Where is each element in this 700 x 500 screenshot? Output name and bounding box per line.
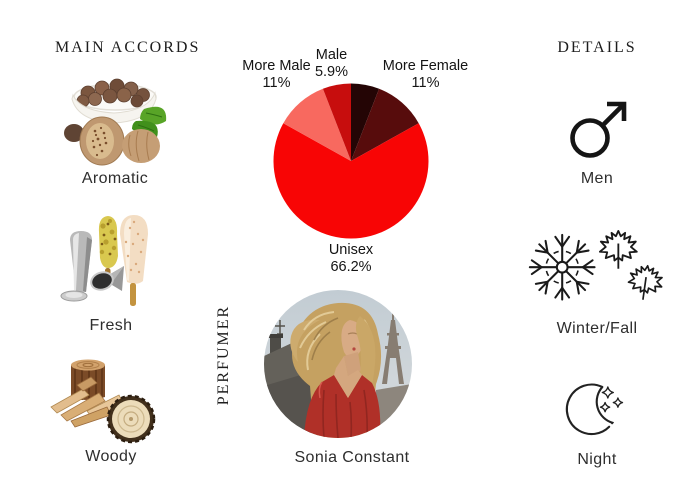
maple-leaf-icon	[625, 262, 666, 303]
accord-label-woody: Woody	[85, 448, 137, 465]
pie-callout-male: Male 5.9%	[294, 47, 369, 81]
snowflake-icon	[528, 233, 596, 301]
crescent-moon-stars-icon	[565, 383, 624, 436]
snowflake-maple-leaves-icon	[528, 229, 666, 303]
pie-callout-more-female: More Female 11%	[377, 58, 474, 92]
accord-label-fresh: Fresh	[89, 317, 133, 334]
perfumer-section-label: PERFUMER	[215, 304, 232, 406]
pie-slice-unlabeled	[351, 83, 380, 161]
perfumer-name: Sonia Constant	[294, 449, 410, 466]
details-title: DETAILS	[557, 39, 637, 56]
detail-label-men: Men	[580, 170, 614, 187]
pie-callout-unisex: Unisex 66.2%	[305, 242, 397, 276]
main-accords-title: MAIN ACCORDS	[55, 39, 201, 56]
pie-label: Male	[315, 47, 348, 63]
star-icon	[599, 401, 611, 413]
sonia-constant-portrait	[264, 290, 412, 438]
accord-label-aromatic: Aromatic	[81, 170, 149, 187]
star-icon	[612, 397, 624, 408]
gender-pie-chart	[273, 83, 429, 239]
pie-value: 5.9%	[314, 64, 349, 80]
pie-slice-more-male	[283, 88, 351, 161]
detail-label-night: Night	[577, 451, 617, 468]
pie-label: Unisex	[328, 242, 374, 258]
nutmeg-spices-icon	[64, 78, 167, 166]
pie-callout-more-male: More Male 11%	[228, 58, 325, 92]
detail-label-winter-fall: Winter/Fall	[556, 320, 638, 337]
wood-logs-icon	[50, 359, 156, 444]
ice-pops-icon	[60, 215, 148, 306]
star-icon	[601, 386, 615, 399]
maple-leaf-icon	[598, 229, 638, 270]
pie-value: 11%	[262, 75, 291, 91]
pie-slice-unisex	[273, 123, 429, 239]
pie-value: 11%	[411, 75, 440, 91]
pie-slice-more-female	[351, 88, 419, 161]
pie-label: More Female	[382, 58, 469, 74]
pie-label: More Male	[242, 58, 311, 74]
pie-value: 66.2%	[330, 259, 372, 275]
mars-male-icon	[570, 101, 627, 158]
pie-slice-male	[322, 83, 351, 161]
